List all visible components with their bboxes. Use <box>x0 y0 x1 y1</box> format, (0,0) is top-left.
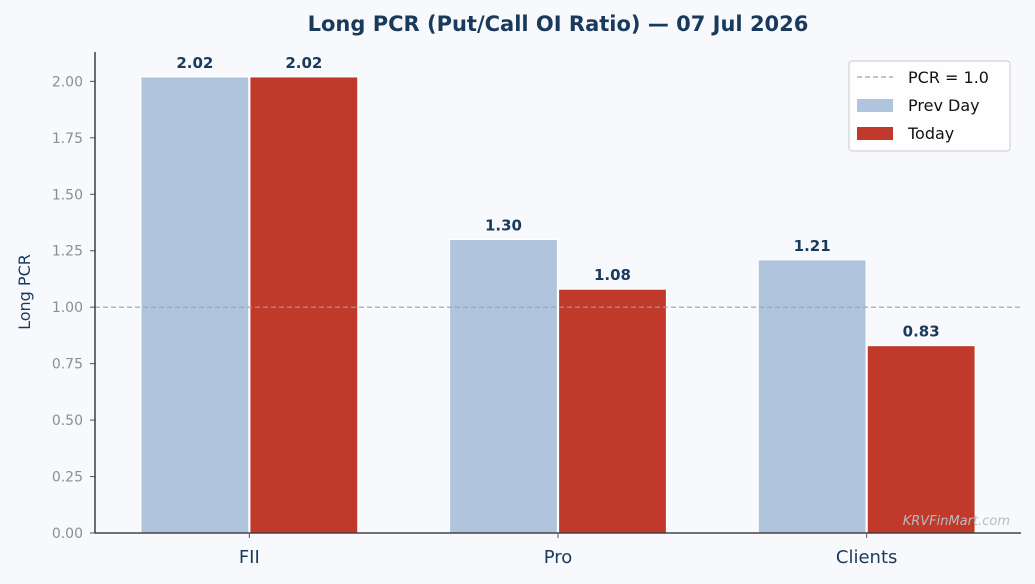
legend-swatch-prev-day <box>857 99 893 112</box>
watermark: KRVFinMart.com <box>903 514 1010 529</box>
legend: PCR = 1.0 Prev Day Today <box>848 60 1011 152</box>
y-tick-label: 2.00 <box>52 74 83 90</box>
legend-label-today: Today <box>907 124 954 143</box>
y-tick-label: 0.75 <box>52 357 83 373</box>
bar-pro-today <box>557 288 668 534</box>
x-tick-label-pro: Pro <box>544 547 573 568</box>
bar-data-label: 1.30 <box>485 216 522 234</box>
y-tick-label: 1.25 <box>52 244 83 260</box>
legend-swatch-today <box>857 127 893 140</box>
legend-label-prev-day: Prev Day <box>908 96 980 115</box>
bars <box>140 76 976 534</box>
bar-data-label: 1.08 <box>594 266 631 284</box>
y-tick-label: 0.50 <box>52 413 83 429</box>
bar-clients-prev-day <box>757 259 867 534</box>
bar-fii-today <box>249 76 359 534</box>
chart-title: Long PCR (Put/Call OI Ratio) — 07 Jul 20… <box>308 12 809 36</box>
x-axis-ticks: FII Pro Clients <box>239 533 898 568</box>
legend-label-reference-line: PCR = 1.0 <box>908 68 989 87</box>
bar-pro-prev-day <box>448 238 559 534</box>
bar-data-label: 0.83 <box>903 323 940 341</box>
x-tick-label-clients: Clients <box>836 547 898 568</box>
y-tick-label: 0.00 <box>52 526 83 542</box>
y-axis-ticks: 0.00 0.25 0.50 0.75 1.00 1.25 1.50 1.75 2.00 <box>52 74 95 542</box>
bar-fii-prev-day <box>140 76 250 534</box>
y-tick-label: 1.00 <box>52 300 83 316</box>
bar-data-label: 1.21 <box>794 237 831 255</box>
y-tick-label: 0.25 <box>52 470 83 486</box>
bar-data-label: 2.02 <box>176 54 213 72</box>
y-tick-label: 1.50 <box>52 187 83 203</box>
bar-data-labels: 2.02 2.02 1.30 1.08 1.21 0.83 <box>176 54 939 341</box>
bar-clients-today <box>866 344 976 534</box>
x-tick-label-fii: FII <box>239 547 260 568</box>
y-tick-label: 1.75 <box>52 131 83 147</box>
bar-data-label: 2.02 <box>285 54 322 72</box>
y-axis-label: Long PCR <box>15 254 34 330</box>
